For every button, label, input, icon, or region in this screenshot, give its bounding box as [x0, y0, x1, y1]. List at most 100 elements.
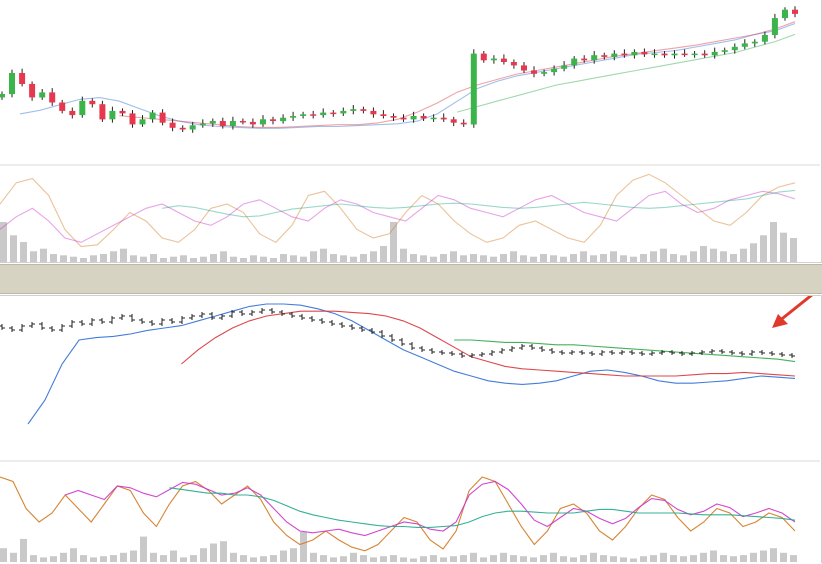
bottom-volume-bar — [210, 543, 217, 562]
top-moving-average-lines — [19, 21, 796, 129]
top-volume-bar — [170, 256, 177, 262]
top-volume-bar — [640, 254, 647, 262]
bottom-volume-bar — [540, 555, 547, 562]
bottom-chart-panel — [0, 295, 822, 563]
bottom-volume-bar — [340, 556, 347, 562]
top-volume-bar — [140, 256, 147, 262]
bottom-osc-line-1 — [65, 480, 796, 537]
bottom-volume-bar — [230, 552, 237, 562]
bottom-volume-bar — [370, 557, 377, 562]
bottom-volume-bar — [510, 555, 517, 562]
top-volume-bar — [390, 222, 397, 262]
candle-body — [229, 121, 236, 127]
bottom-volume-bar — [140, 536, 147, 562]
top-volume-bar — [790, 238, 797, 262]
bottom-volume-bar — [760, 550, 767, 562]
bottom-volume-bar — [330, 557, 337, 562]
candle-body — [410, 116, 417, 120]
bottom-volume-bar — [50, 556, 57, 562]
bottom-volume-bar — [180, 557, 187, 562]
top-volume-bar — [190, 258, 197, 262]
candle-body — [19, 73, 26, 84]
top-volume-bar — [720, 251, 727, 262]
top-volume-bar — [50, 254, 57, 262]
bottom-volume-bar — [30, 555, 37, 562]
candle-body — [450, 119, 457, 123]
candle-body — [199, 123, 206, 126]
bottom-ma-line-2 — [454, 339, 796, 363]
bottom-volume-bar — [100, 556, 107, 562]
annotation-arrow — [772, 296, 813, 328]
candle-body — [209, 121, 216, 124]
top-volume-bar — [10, 235, 17, 262]
bottom-volume-bar — [420, 556, 427, 562]
bottom-volume-bar — [10, 552, 17, 562]
bottom-volume-bar — [220, 541, 227, 562]
candle-body — [420, 116, 427, 119]
candle-body — [89, 100, 96, 105]
bottom-volume-bar — [790, 555, 797, 562]
top-volume-bar — [250, 255, 257, 262]
top-volume-bar — [510, 251, 517, 262]
candle-body — [260, 119, 266, 125]
top-volume-bar — [370, 251, 377, 262]
bottom-volume-bar — [480, 557, 487, 562]
top-volume-bar — [580, 251, 587, 262]
top-volume-bars — [0, 222, 797, 262]
candle-body — [500, 58, 507, 62]
candle-body — [39, 92, 46, 98]
bottom-volume-bar — [450, 556, 457, 562]
top-volume-bar — [260, 256, 267, 262]
bottom-volume-bar — [680, 556, 687, 562]
top-volume-bar — [30, 251, 37, 262]
top-volume-bar — [290, 255, 297, 262]
candle-body — [741, 43, 748, 47]
bottom-chart-canvas — [0, 296, 820, 562]
top-volume-bar — [380, 246, 387, 262]
bottom-volume-bar — [240, 555, 247, 562]
bottom-volume-bar — [650, 555, 657, 562]
pane-splitter[interactable] — [0, 264, 822, 294]
candle-body — [490, 58, 497, 61]
top-chart-panel — [0, 0, 822, 263]
candle-body — [159, 112, 166, 123]
arrow-shaft — [776, 296, 813, 324]
bottom-volume-bar — [320, 555, 327, 562]
bottom-volume-bar — [750, 552, 757, 562]
top-osc-line-0 — [0, 173, 796, 248]
top-chart-canvas — [0, 6, 820, 262]
top-candlesticks — [0, 6, 798, 133]
bottom-volume-bars — [0, 532, 797, 562]
bottom-volume-bar — [560, 556, 567, 562]
bottom-volume-bar — [550, 552, 557, 562]
candle-body — [771, 18, 778, 35]
candle-body — [49, 92, 56, 103]
candle-body — [390, 116, 397, 118]
top-volume-bar — [350, 256, 357, 262]
bottom-volume-bar — [600, 555, 607, 562]
candle-body — [380, 114, 387, 116]
bottom-volume-bar — [90, 557, 97, 562]
bottom-volume-bar — [570, 557, 577, 562]
candle-body — [29, 83, 36, 98]
bottom-volume-bar — [360, 555, 367, 562]
top-volume-bar — [730, 254, 737, 262]
bottom-ma-line-1 — [181, 310, 796, 377]
candle-body — [460, 122, 467, 125]
bottom-volume-bar — [780, 552, 787, 562]
bottom-ohlc-bars — [0, 308, 795, 358]
candle-body — [480, 53, 487, 61]
candle-body — [290, 116, 297, 118]
top-volume-bar — [280, 254, 287, 262]
top-volume-bar — [600, 254, 607, 262]
top-volume-bar — [200, 256, 207, 262]
candle-body — [531, 70, 537, 74]
top-volume-bar — [440, 254, 447, 262]
candle-body — [79, 100, 86, 116]
top-volume-bar — [330, 254, 337, 262]
candle-body — [440, 117, 447, 120]
bottom-volume-bar — [430, 555, 437, 562]
top-volume-bar — [400, 248, 407, 262]
candle-body — [330, 112, 337, 115]
candle-body — [782, 9, 788, 19]
